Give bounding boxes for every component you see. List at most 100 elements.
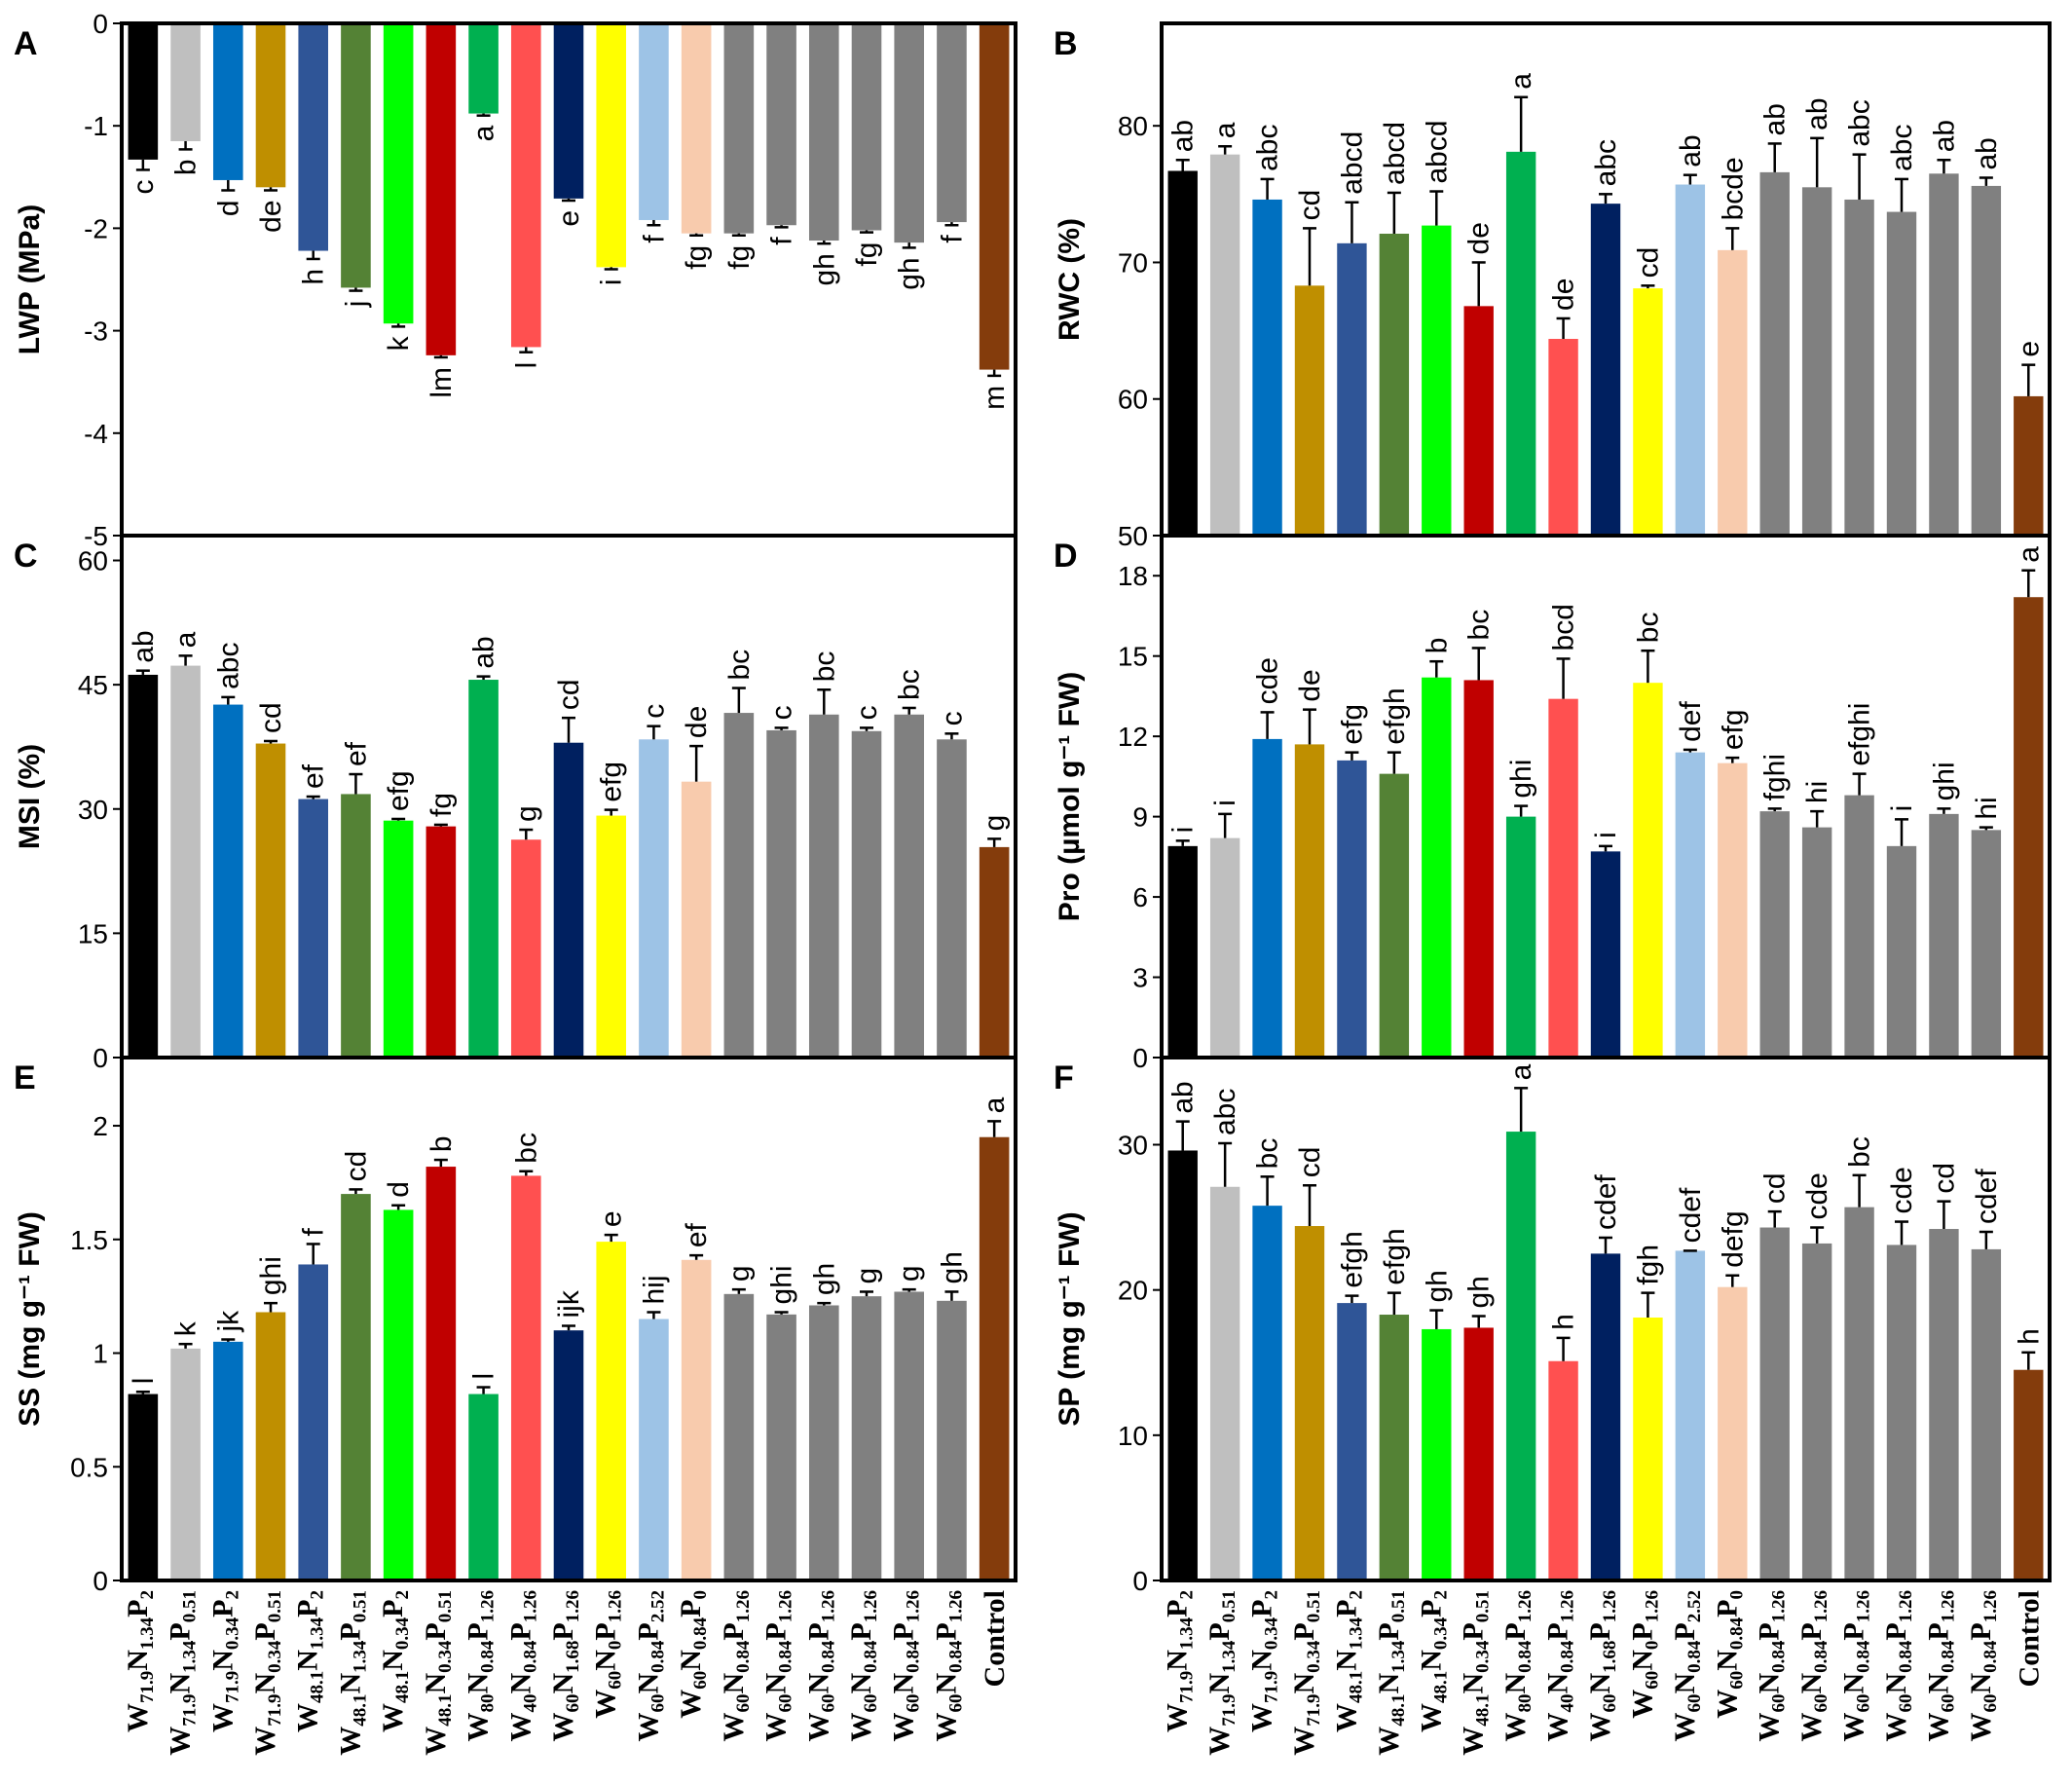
category-symbol: P [1965, 1622, 1997, 1640]
y-axis-label: SS (mg g⁻¹ FW) [14, 1211, 46, 1427]
category-symbol: N [249, 1673, 281, 1694]
bar [341, 794, 371, 1058]
category-symbol: W [845, 1713, 877, 1742]
significance-letter: g [979, 815, 1011, 832]
category-subscript: 48.1 [350, 1694, 370, 1727]
significance-letter: fgh [1632, 1245, 1664, 1285]
category-subscript: 0.51 [1473, 1590, 1494, 1622]
category-symbol: P [632, 1622, 664, 1640]
category-subscript: 71.9 [1177, 1671, 1198, 1703]
significance-letter: gh [808, 253, 840, 285]
category-label: W48.1N1.34P2 [1330, 1590, 1366, 1732]
significance-letter: bcde [1717, 157, 1749, 220]
y-axis-label: RWC (%) [1054, 218, 1086, 341]
category-label: W60N0.84P1.26 [760, 1590, 796, 1742]
bar [1337, 1303, 1367, 1580]
y-tick-label: 60 [78, 546, 108, 576]
bar [426, 23, 457, 355]
significance-letter: bcd [1548, 604, 1580, 650]
category-symbol: N [718, 1673, 750, 1694]
bar [681, 23, 712, 234]
bar [2014, 1369, 2044, 1580]
significance-letter: a [1505, 73, 1537, 90]
category-subscript: 60 [1896, 1694, 1916, 1713]
significance-letter: gh [894, 257, 926, 289]
category-symbol: W [420, 1727, 452, 1756]
category-symbol: P [377, 1600, 409, 1617]
bar [596, 23, 627, 268]
category-symbol: N [1373, 1673, 1405, 1694]
category-subscript: 0.34 [1262, 1617, 1282, 1650]
significance-letter: c [936, 711, 968, 725]
significance-letter: a [2013, 546, 2045, 563]
category-symbol: W [1795, 1713, 1828, 1742]
category-subscript: 1.68 [1600, 1641, 1620, 1673]
category-subscript: 40 [1558, 1694, 1578, 1713]
category-symbol: P [206, 1600, 239, 1617]
category-subscript: 1.26 [1854, 1590, 1874, 1622]
significance-letter: ef [298, 763, 330, 789]
significance-letter: d [212, 200, 244, 216]
category-subscript: 60 [1980, 1694, 2001, 1713]
category-symbol: N [1711, 1650, 1743, 1671]
category-subscript: 0.51 [265, 1590, 285, 1622]
bar [766, 1314, 796, 1580]
category-symbol: P [420, 1622, 452, 1640]
significance-letter: de [1463, 222, 1496, 254]
bar [1590, 204, 1621, 537]
significance-letter: ef [340, 741, 372, 766]
significance-letter: i [1590, 832, 1622, 838]
significance-letter: i [596, 279, 628, 285]
category-symbol: N [1880, 1673, 1912, 1694]
bar [298, 23, 329, 251]
category-symbol: N [802, 1673, 834, 1694]
y-tick-label: 50 [1118, 521, 1148, 551]
category-label: W48.1N1.34P0.51 [334, 1590, 370, 1756]
bar [979, 23, 1010, 370]
category-symbol: N [1584, 1673, 1616, 1694]
category-symbol: P [1838, 1622, 1870, 1640]
category-symbol: W [377, 1703, 409, 1732]
category-subscript: 1.26 [818, 1590, 838, 1622]
category-symbol: N [420, 1673, 452, 1694]
category-symbol: W [334, 1727, 366, 1756]
bar [937, 1300, 967, 1580]
significance-letter: ab [468, 636, 500, 668]
category-subscript: 60 [1684, 1694, 1705, 1713]
bar [894, 1291, 925, 1580]
category-subscript: 0.51 [180, 1590, 201, 1622]
bar [596, 1242, 627, 1580]
bar [1379, 1315, 1410, 1580]
y-tick-label: 15 [78, 918, 108, 948]
category-label: W71.9N1.34P0.51 [1203, 1590, 1240, 1756]
category-subscript: 0.84 [478, 1640, 499, 1673]
category-subscript: 0.84 [1515, 1640, 1536, 1673]
panel-letter: C [14, 538, 38, 575]
category-subscript: 48.1 [308, 1671, 328, 1703]
bar [1209, 837, 1240, 1058]
category-label: W71.9N0.34P2 [1246, 1590, 1282, 1732]
significance-letter: cd [1928, 1163, 1960, 1194]
category-subscript: 60 [606, 1671, 626, 1690]
significance-letter: e [553, 210, 585, 227]
y-tick-label: -4 [84, 419, 108, 449]
category-symbol: N [1458, 1673, 1490, 1694]
bar [808, 23, 839, 242]
significance-letter: gh [936, 1251, 968, 1283]
category-subscript: 2.52 [648, 1590, 668, 1622]
bar [1844, 199, 1874, 536]
category-subscript: 80 [1515, 1694, 1536, 1713]
bar [298, 799, 329, 1058]
category-subscript: 0.51 [435, 1590, 456, 1622]
bar [1759, 811, 1790, 1058]
category-subscript: 48.1 [435, 1694, 456, 1727]
significance-letter: efghi [1844, 703, 1876, 766]
category-symbol: P [1415, 1600, 1447, 1617]
category-symbol: W [590, 1690, 622, 1719]
category-symbol: W [504, 1713, 536, 1742]
category-symbol: N [1246, 1650, 1278, 1671]
category-symbol: P [1584, 1622, 1616, 1640]
category-subscript: 71.9 [137, 1671, 158, 1703]
category-label: W60N0.84P1.26 [845, 1590, 881, 1742]
bar [170, 23, 201, 141]
